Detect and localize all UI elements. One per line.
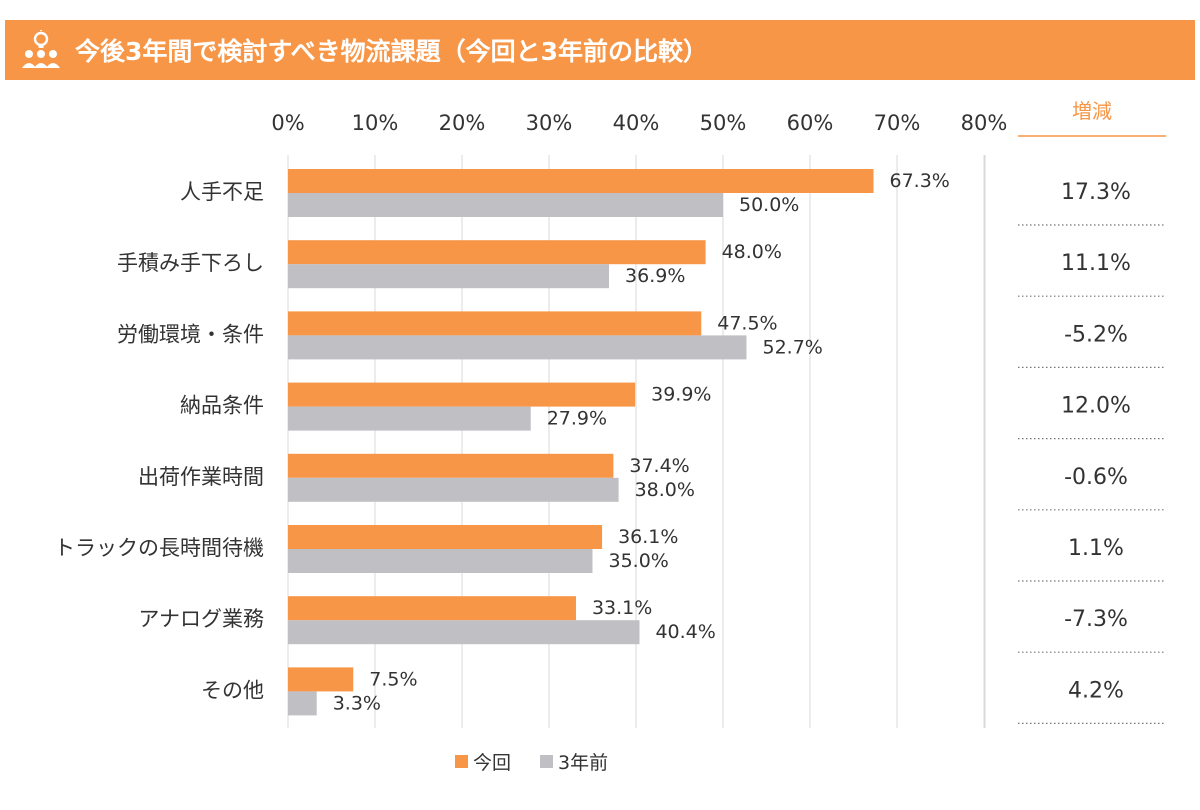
category-label: その他 bbox=[201, 678, 264, 702]
delta-value: 12.0% bbox=[1061, 394, 1131, 419]
value-label: 52.7% bbox=[762, 336, 822, 358]
bar-previous bbox=[288, 335, 747, 360]
bar-current bbox=[288, 453, 614, 478]
bar-current bbox=[288, 240, 706, 265]
delta-value: 4.2% bbox=[1068, 678, 1124, 703]
delta-value: -0.6% bbox=[1064, 465, 1128, 490]
category-label: 出荷作業時間 bbox=[138, 465, 264, 489]
value-label: 27.9% bbox=[547, 408, 607, 430]
legend-swatch bbox=[540, 755, 553, 768]
value-label: 39.9% bbox=[651, 384, 711, 406]
value-label: 38.0% bbox=[635, 479, 695, 501]
bar-current bbox=[288, 667, 354, 692]
x-tick-label: 20% bbox=[439, 111, 486, 135]
delta-value: -7.3% bbox=[1064, 607, 1128, 632]
x-tick-label: 50% bbox=[700, 111, 747, 135]
legend-label: 今回 bbox=[473, 752, 511, 774]
value-label: 47.5% bbox=[717, 312, 777, 334]
value-label: 35.0% bbox=[609, 550, 669, 572]
bar-previous bbox=[288, 406, 531, 431]
bar-previous bbox=[288, 620, 640, 645]
bar-current bbox=[288, 382, 636, 407]
bar-previous bbox=[288, 477, 619, 502]
x-tick-label: 30% bbox=[526, 111, 573, 135]
bar-previous bbox=[288, 264, 610, 289]
chart-title: 今後3年間で検討すべき物流課題（今回と3年前の比較） bbox=[75, 37, 709, 66]
bar-current bbox=[288, 596, 576, 621]
x-tick-label: 0% bbox=[271, 111, 304, 135]
value-label: 7.5% bbox=[369, 668, 417, 690]
x-tick-label: 40% bbox=[613, 111, 660, 135]
value-label: 50.0% bbox=[739, 194, 799, 216]
bar-current bbox=[288, 311, 702, 336]
delta-value: 11.1% bbox=[1061, 251, 1131, 276]
category-label: 納品条件 bbox=[180, 394, 264, 418]
bar-previous bbox=[288, 549, 593, 573]
value-label: 67.3% bbox=[890, 170, 950, 192]
category-label: トラックの長時間待機 bbox=[54, 536, 264, 560]
delta-value: 1.1% bbox=[1068, 536, 1124, 561]
x-tick-label: 10% bbox=[352, 111, 399, 135]
category-label: 人手不足 bbox=[180, 180, 264, 204]
x-tick-label: 60% bbox=[787, 111, 834, 135]
delta-value: -5.2% bbox=[1064, 322, 1128, 347]
x-tick-label: 80% bbox=[961, 111, 1008, 135]
category-label: 手積み手下ろし bbox=[117, 251, 264, 275]
delta-header: 増減 bbox=[1072, 99, 1112, 123]
x-tick-label: 70% bbox=[874, 111, 921, 135]
people-idea-icon bbox=[17, 26, 65, 74]
bar-previous bbox=[288, 193, 723, 217]
legend-swatch bbox=[455, 755, 468, 768]
bar-current bbox=[288, 525, 603, 549]
bar-current bbox=[288, 169, 874, 193]
category-label: アナログ業務 bbox=[138, 607, 264, 631]
delta-value: 17.3% bbox=[1061, 180, 1131, 205]
bar-previous bbox=[288, 691, 317, 716]
value-label: 36.9% bbox=[625, 265, 685, 287]
category-label: 労働環境・条件 bbox=[117, 322, 264, 346]
value-label: 48.0% bbox=[722, 241, 782, 263]
value-label: 40.4% bbox=[655, 621, 715, 643]
value-label: 3.3% bbox=[333, 692, 381, 714]
title-bar: 今後3年間で検討すべき物流課題（今回と3年前の比較） bbox=[5, 20, 1195, 80]
value-label: 36.1% bbox=[618, 526, 678, 548]
value-label: 33.1% bbox=[592, 597, 652, 619]
value-label: 37.4% bbox=[629, 455, 689, 477]
legend-label: 3年前 bbox=[558, 752, 608, 774]
